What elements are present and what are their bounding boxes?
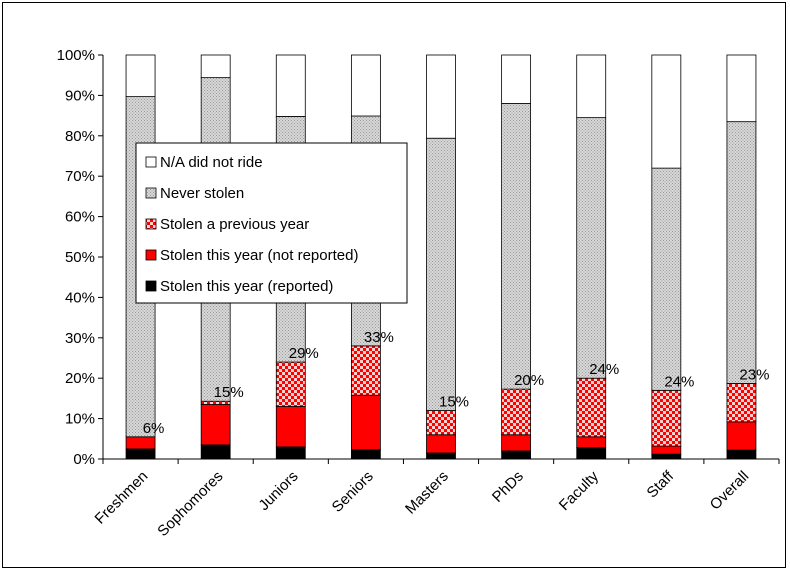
stacked-bar-chart: 0% 10% 20% 30% 40% 50% 60% 70% 80% 90% 100% Freshme…: [57, 47, 780, 540]
data-labels: 6% 15% 29% 33% 15% 20% 24% 24% 23%: [143, 329, 770, 437]
x-tick-label: Freshmen: [92, 468, 152, 528]
chart-frame: 0% 10% 20% 30% 40% 50% 60% 70% 80% 90% 100% Freshme…: [2, 2, 786, 568]
x-tick-label: Faculty: [556, 467, 603, 514]
data-label: 29%: [289, 345, 319, 362]
bar-segment: [726, 121, 757, 384]
y-tick-label: 30%: [65, 330, 95, 347]
legend-swatch: [145, 156, 157, 168]
legend-swatch: [145, 280, 157, 292]
y-tick-label: 90%: [65, 87, 95, 104]
bar-segment: [726, 449, 757, 460]
legend-label: Stolen this year (reported): [160, 278, 333, 295]
y-tick-label: 0%: [73, 451, 95, 468]
bar-segment: [501, 54, 532, 104]
y-tick-label: 20%: [65, 370, 95, 387]
x-tick-label: Sophomores: [154, 468, 226, 540]
data-label: 23%: [739, 366, 769, 383]
data-label: 6%: [143, 420, 165, 437]
data-label: 24%: [664, 373, 694, 390]
bar-segment: [576, 377, 607, 438]
y-tick-label: 10%: [65, 411, 95, 428]
bar-segment: [576, 436, 607, 449]
x-tick-label: Masters: [402, 468, 452, 518]
y-tick-label: 80%: [65, 128, 95, 145]
bar-segment: [426, 434, 456, 454]
x-tick-label: Juniors: [255, 468, 301, 514]
data-label: 33%: [364, 329, 394, 346]
bar-segment: [350, 54, 381, 117]
legend-swatch: [145, 218, 157, 230]
x-tick-label: Staff: [644, 467, 678, 501]
bar-segment: [125, 54, 156, 98]
bar-segment: [651, 453, 682, 460]
data-label: 15%: [439, 394, 469, 411]
bar-segment: [501, 388, 532, 436]
bar-segment: [200, 444, 231, 460]
bar-segment: [651, 445, 682, 455]
bar-segment: [350, 449, 381, 460]
bar-segment: [350, 394, 381, 451]
legend-label: Stolen this year (not reported): [160, 247, 358, 264]
bar-segment: [426, 137, 456, 411]
y-tick-label: 70%: [65, 168, 95, 185]
bar-segment: [200, 54, 231, 79]
legend-label: N/A did not ride: [160, 154, 263, 171]
y-tick-label: 60%: [65, 209, 95, 226]
bar-segment: [576, 447, 607, 460]
legend-box: [135, 142, 408, 304]
bar-segment: [501, 434, 532, 452]
bar-segment: [275, 361, 306, 407]
bar-segment: [200, 400, 231, 405]
bar-segment: [651, 167, 682, 391]
bar-segment: [275, 54, 306, 117]
bar-segment: [726, 421, 757, 451]
bar-segment: [501, 103, 532, 390]
bar-segment: [726, 54, 757, 123]
data-label: 15%: [214, 384, 244, 401]
bar-segment: [726, 383, 757, 423]
bar-segment: [275, 446, 306, 460]
bar-segment: [651, 389, 682, 447]
bar-segment: [350, 345, 381, 396]
bar-segment: [501, 450, 532, 460]
legend-label: Never stolen: [160, 185, 244, 202]
bar-segment: [125, 436, 156, 450]
x-tick-label: PhDs: [489, 468, 527, 506]
bar-segment: [426, 54, 456, 139]
bar-segment: [651, 54, 682, 169]
legend-label: Stolen a previous year: [160, 216, 309, 233]
bar-segment: [275, 406, 306, 448]
y-tick-label: 50%: [65, 249, 95, 266]
bar-segment: [125, 448, 156, 460]
y-tick-label: 100%: [57, 47, 95, 64]
legend-swatch: [145, 187, 157, 199]
x-tick-label: Seniors: [329, 468, 377, 516]
legend-swatch: [145, 249, 157, 261]
y-tick-label: 40%: [65, 289, 95, 306]
data-label: 24%: [589, 361, 619, 378]
bar-segment: [576, 117, 607, 379]
data-label: 20%: [514, 372, 544, 389]
bar-segment: [426, 410, 456, 436]
bar-segment: [426, 452, 456, 460]
bar-segment: [576, 54, 607, 119]
x-tick-label: Overall: [707, 468, 753, 514]
bar-segment: [200, 404, 231, 446]
legend: N/A did not ride Never stolen Stolen a pre…: [135, 142, 408, 304]
